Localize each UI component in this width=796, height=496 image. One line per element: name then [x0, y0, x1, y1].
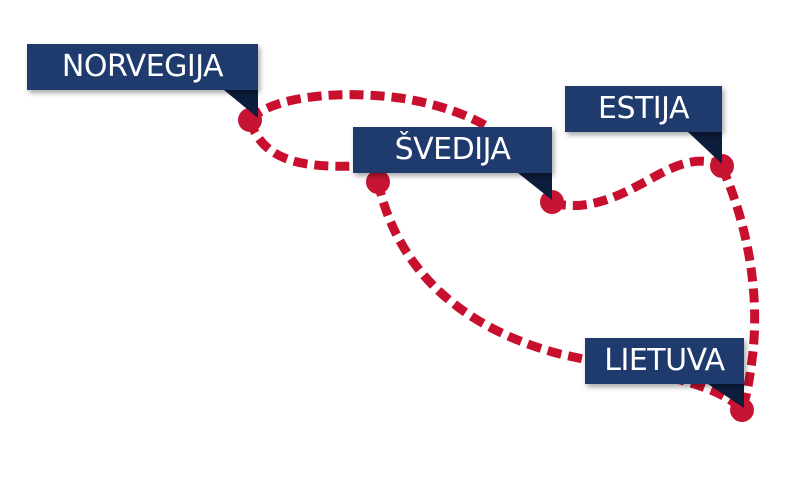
stop-dot-svedija — [366, 170, 390, 194]
tag-tail-norvegija — [224, 90, 258, 118]
route-segment-norvegija-loop-top — [246, 90, 493, 132]
route-segment-svedija-lietuva — [373, 181, 746, 414]
tag-estija: ESTIJA — [565, 86, 722, 132]
route-segment-svedija-estija — [550, 156, 725, 211]
route-segment-estija-lietuva — [717, 165, 760, 412]
tag-svedija: ŠVEDIJA — [353, 127, 552, 173]
tag-tail-svedija — [518, 173, 552, 200]
tag-norvegija: NORVEGIJA — [27, 44, 258, 90]
route-segment-norvegija-loop-bottom — [245, 118, 357, 171]
tag-tail-estija — [688, 132, 722, 164]
stop-dot-svedija-port — [540, 190, 564, 214]
tag-tail-lietuva — [708, 384, 744, 408]
tag-lietuva: LIETUVA — [585, 338, 744, 384]
stop-dot-norvegija — [238, 108, 262, 132]
stop-dot-estija — [710, 154, 734, 178]
stop-dot-lietuva — [730, 398, 754, 422]
